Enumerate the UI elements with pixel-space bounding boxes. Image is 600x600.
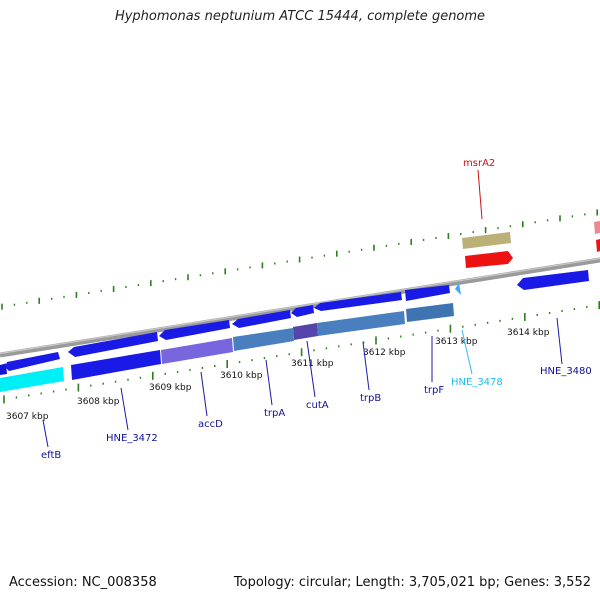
kbp-labels: 3607 kbp 3608 kbp 3609 kbp 3610 kbp 3611… xyxy=(6,328,550,422)
kbp-label: 3609 kbp xyxy=(149,383,192,393)
gene-label-HNE_3480[interactable]: HNE_3480 xyxy=(540,366,592,377)
gene-label-cutA[interactable]: cutA xyxy=(306,400,329,411)
gene-arrow[interactable] xyxy=(68,332,158,357)
gene-arrow[interactable] xyxy=(314,292,402,311)
gene-arrow[interactable] xyxy=(291,305,314,317)
kbp-label: 3611 kbp xyxy=(291,359,334,369)
genome-title: Hyphomonas neptunium ATCC 15444, complet… xyxy=(114,9,486,24)
kbp-label: 3612 kbp xyxy=(363,348,406,358)
gene-label-trpB[interactable]: trpB xyxy=(360,393,381,404)
kbp-label: 3607 kbp xyxy=(6,412,49,422)
kbp-label: 3614 kbp xyxy=(507,328,550,338)
gene-region-accD[interactable] xyxy=(161,338,233,364)
forward-strand-genes xyxy=(0,221,600,375)
gene-region-trpF[interactable] xyxy=(406,303,454,322)
gene-arrow-eftB[interactable] xyxy=(0,367,64,392)
gene-arrow-HNE_3480[interactable] xyxy=(517,270,589,290)
kbp-label: 3610 kbp xyxy=(220,371,263,381)
kbp-label: 3613 kbp xyxy=(435,337,478,347)
gene-arrow-pink[interactable] xyxy=(594,221,600,234)
topology-text: Topology: circular; Length: 3,705,021 bp… xyxy=(233,575,591,590)
gene-region-trpB[interactable] xyxy=(317,311,405,336)
kbp-label: 3608 kbp xyxy=(77,397,120,407)
gene-label-HNE_3478[interactable]: HNE_3478 xyxy=(451,377,503,388)
gene-label-HNE_3472[interactable]: HNE_3472 xyxy=(106,433,158,444)
gene-label-trpA[interactable]: trpA xyxy=(264,408,285,419)
genome-backbone xyxy=(0,257,600,358)
gene-label-trpF[interactable]: trpF xyxy=(424,385,444,396)
inner-tick-track xyxy=(3,301,600,404)
gene-arrow[interactable] xyxy=(159,320,230,340)
gene-label-eftB[interactable]: eftB xyxy=(41,450,61,461)
gene-arrow[interactable] xyxy=(5,352,60,371)
gene-region-cutA[interactable] xyxy=(293,323,318,340)
gene-region-trp[interactable] xyxy=(233,328,294,351)
gene-arrow[interactable] xyxy=(405,285,450,301)
gene-labels: eftB HNE_3472 accD trpA cutA trpB trpF H… xyxy=(41,158,592,461)
gene-arrow-msrA2-partner[interactable] xyxy=(462,232,511,249)
reverse-strand-genes xyxy=(0,270,589,392)
gene-arrow[interactable] xyxy=(232,310,291,328)
gene-leaders xyxy=(42,169,563,448)
gene-arrow-red-edge[interactable] xyxy=(596,239,600,252)
gene-arrow-HNE_3478[interactable] xyxy=(455,283,461,295)
gene-label-msrA2[interactable]: msrA2 xyxy=(463,158,495,169)
gene-arrow-msrA2[interactable] xyxy=(465,251,513,268)
accession-text: Accession: NC_008358 xyxy=(9,575,157,590)
gene-arrow-HNE_3472[interactable] xyxy=(71,350,161,380)
gene-label-accD[interactable]: accD xyxy=(198,419,223,430)
outer-tick-track xyxy=(1,209,599,310)
